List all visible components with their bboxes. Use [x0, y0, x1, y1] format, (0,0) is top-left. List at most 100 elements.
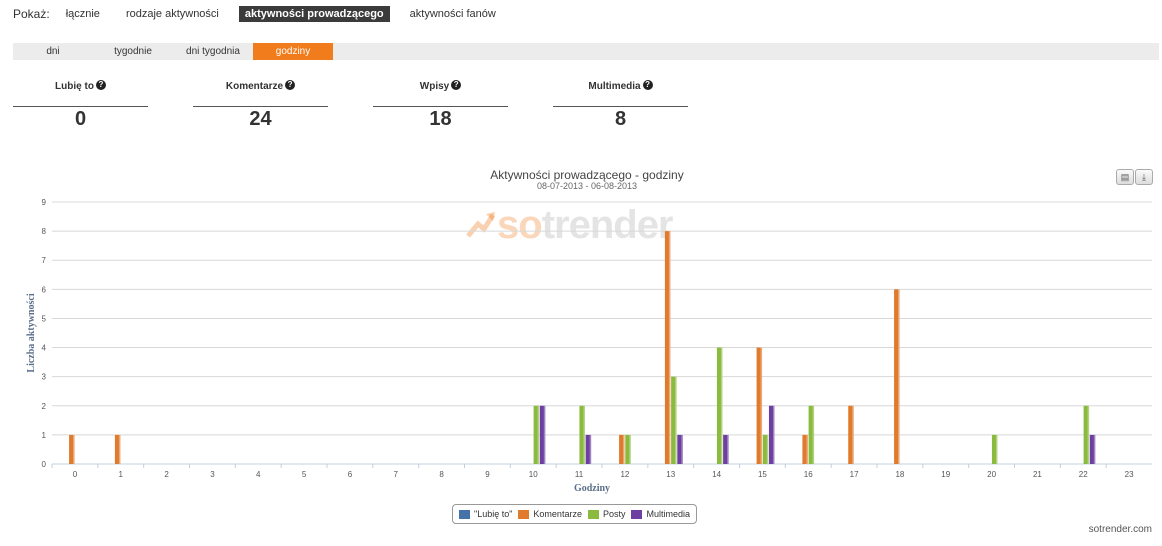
tab-hours[interactable]: godziny [253, 43, 333, 60]
x-tick-label: 1 [119, 470, 124, 479]
x-tick-label: 6 [348, 470, 353, 479]
bar-multimedia-10 [539, 405, 546, 464]
x-tick-label: 21 [1033, 470, 1042, 479]
bar-highlight [898, 289, 900, 464]
bar-highlight [118, 434, 121, 464]
stat-label: Multimedia [588, 81, 641, 92]
bar-posty-20 [991, 434, 998, 464]
bar-komentarze-18 [894, 289, 900, 464]
bar-multimedia-11 [585, 434, 592, 464]
filter-admin-activity[interactable]: aktywności prowadzącego [238, 6, 390, 22]
filter-fan-activity[interactable]: aktywności fanów [409, 8, 496, 20]
sotrender-logo-icon [466, 212, 496, 238]
bar-highlight [806, 434, 808, 464]
x-tick-label: 22 [1079, 470, 1088, 479]
bar-posty-14 [716, 347, 723, 464]
bar-highlight [766, 434, 769, 464]
y-tick-label: 6 [42, 285, 47, 294]
chart-legend: "Lubię to" Komentarze Posty Multimedia [452, 504, 697, 524]
filter-total[interactable]: łącznie [65, 8, 100, 20]
legend-item-comments[interactable]: Komentarze [518, 509, 582, 519]
legend-swatch [459, 509, 470, 519]
chart-subtitle: 08-07-2013 - 06-08-2013 [536, 181, 638, 191]
help-icon[interactable]: ? [642, 80, 653, 90]
y-tick-label: 9 [42, 198, 47, 207]
x-tick-label: 9 [485, 470, 490, 479]
bar-multimedia-15 [768, 405, 775, 464]
y-tick-label: 5 [42, 314, 47, 323]
bar-highlight [623, 434, 625, 464]
bar-highlight [668, 231, 671, 464]
filter-activity-types[interactable]: rodzaje aktywności [125, 8, 219, 20]
download-button[interactable]: ⤓ [1135, 169, 1153, 185]
x-tick-label: 12 [620, 470, 629, 479]
legend-item-likes[interactable]: "Lubię to" [459, 509, 512, 519]
y-tick-label: 4 [42, 344, 47, 353]
stat-comments: Komentarze? 24 [193, 80, 328, 131]
stat-label: Wpisy [419, 81, 450, 92]
legend-swatch [518, 509, 530, 519]
bar-highlight [852, 405, 854, 464]
y-tick-label: 7 [42, 256, 47, 265]
bar-komentarze-1 [114, 434, 121, 464]
print-button[interactable]: ▤ [1116, 169, 1134, 185]
bar-posty-16 [808, 405, 815, 464]
bar-highlight [727, 434, 729, 464]
tab-days[interactable]: dni [46, 46, 60, 57]
bar-multimedia-14 [723, 434, 729, 464]
bar-komentarze-17 [848, 405, 854, 464]
x-tick-label: 18 [895, 470, 904, 479]
legend-item-posts[interactable]: Posty [587, 509, 625, 519]
bar-posty-13 [671, 376, 677, 464]
stat-value: 18 [429, 108, 452, 130]
stat-label: Komentarze [225, 81, 284, 92]
bar-posty-22 [1083, 405, 1090, 464]
x-tick-label: 7 [394, 470, 399, 479]
stat-posts: Wpisy? 18 [373, 80, 508, 131]
chart-title: Aktywności prowadzącego - godziny [490, 168, 684, 182]
tab-weekdays[interactable]: dni tygodnia [186, 46, 240, 57]
bar-komentarze-16 [802, 434, 808, 464]
bar-komentarze-15 [756, 347, 763, 464]
x-tick-label: 4 [256, 470, 261, 479]
bar-highlight [760, 347, 763, 464]
bar-posty-12 [625, 434, 631, 464]
bar-posty-10 [533, 405, 540, 464]
bar-komentarze-0 [69, 434, 75, 464]
show-filter-bar: Pokaż: łącznie rodzaje aktywności aktywn… [13, 5, 516, 23]
legend-swatch [587, 509, 599, 519]
help-icon[interactable]: ? [285, 80, 296, 90]
stat-likes: Lubię to? 0 [13, 80, 148, 131]
x-tick-label: 3 [210, 470, 215, 479]
bar-highlight [812, 405, 815, 464]
bar-highlight [589, 434, 592, 464]
legend-label: Multimedia [646, 509, 690, 519]
help-icon[interactable]: ? [95, 80, 106, 90]
x-tick-label: 10 [529, 470, 538, 479]
bar-posty-11 [579, 405, 585, 464]
print-icon: ▤ [1120, 172, 1130, 182]
period-tabs: dni tygodnie dni tygodnia godziny [13, 43, 1159, 60]
legend-item-multimedia[interactable]: Multimedia [631, 509, 690, 519]
y-axis-title: Liczba aktywności [26, 293, 37, 372]
bar-highlight [772, 405, 775, 464]
help-icon[interactable]: ? [451, 80, 462, 90]
bar-highlight [720, 347, 723, 464]
stat-divider [13, 106, 148, 107]
bar-highlight [629, 434, 631, 464]
bar-highlight [681, 434, 683, 464]
x-tick-label: 8 [439, 470, 444, 479]
bar-posty-15 [762, 434, 769, 464]
stat-value: 8 [614, 108, 627, 130]
bar-komentarze-13 [664, 231, 671, 464]
stat-value: 0 [74, 108, 87, 130]
bar-highlight [73, 434, 75, 464]
legend-label: "Lubię to" [474, 509, 513, 519]
y-tick-label: 2 [42, 402, 47, 411]
x-tick-label: 2 [164, 470, 169, 479]
stat-multimedia: Multimedia? 8 [553, 80, 688, 131]
tab-weeks[interactable]: tygodnie [114, 46, 152, 57]
stat-divider [373, 106, 508, 107]
stat-divider [193, 106, 328, 107]
